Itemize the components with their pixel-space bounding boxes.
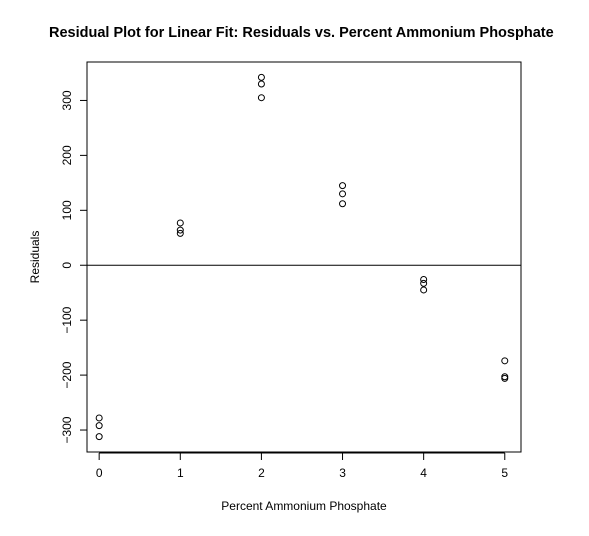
data-point [257,73,265,81]
y-tick-label: −100 [60,306,74,333]
x-tick-label: 2 [258,466,265,480]
y-tick-label: −200 [60,361,74,388]
data-point [95,414,103,422]
data-point [420,286,428,294]
x-tick-label: 3 [339,466,346,480]
data-point [501,357,509,365]
data-point [95,422,103,430]
data-point [257,94,265,102]
data-point [176,229,184,237]
y-tick-label: 0 [60,262,74,269]
x-axis-title: Percent Ammonium Phosphate [221,499,387,513]
x-tick-label: 1 [177,466,184,480]
y-tick-label: −300 [60,416,74,443]
data-point [95,433,103,441]
x-tick-label: 5 [501,466,508,480]
x-axis: 0 1 2 3 4 5 [96,452,508,480]
y-tick-label: 200 [60,145,74,165]
data-point [257,80,265,88]
data-points [95,73,509,441]
data-point [420,276,428,284]
chart-title: Residual Plot for Linear Fit: Residuals … [49,25,554,41]
y-tick-label: 100 [60,200,74,220]
y-axis: −300 −200 −100 0 100 200 300 [60,90,88,444]
data-point [339,200,347,208]
x-tick-label: 0 [96,466,103,480]
y-axis-title: Residuals [28,231,42,284]
data-point [339,190,347,198]
data-point [420,279,428,287]
data-point [339,182,347,190]
plot-frame [86,61,522,453]
data-point [501,374,509,382]
data-point [176,219,184,227]
data-point [176,226,184,234]
y-tick-label: 300 [60,90,74,110]
x-tick-label: 4 [420,466,427,480]
